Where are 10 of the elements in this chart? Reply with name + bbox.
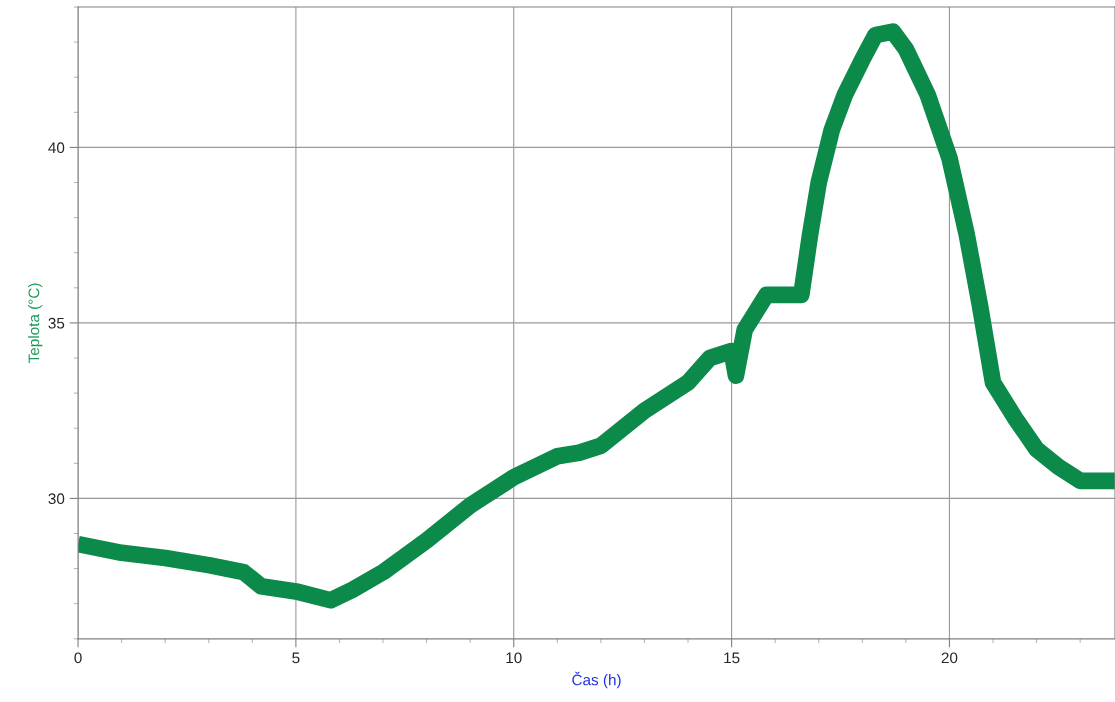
- y-axis-title: Teplota (°C): [28, 283, 43, 363]
- y-tick-label: 35: [48, 317, 65, 329]
- x-tick-label: 0: [74, 652, 82, 664]
- y-tick-label: 30: [48, 493, 65, 505]
- x-tick-label: 15: [724, 652, 740, 664]
- y-tick-label: 40: [48, 142, 65, 154]
- x-tick-label: 20: [941, 652, 958, 664]
- x-tick-label: 5: [292, 652, 300, 664]
- x-axis-title: Čas (h): [572, 671, 621, 689]
- x-tick-label: 10: [506, 652, 522, 664]
